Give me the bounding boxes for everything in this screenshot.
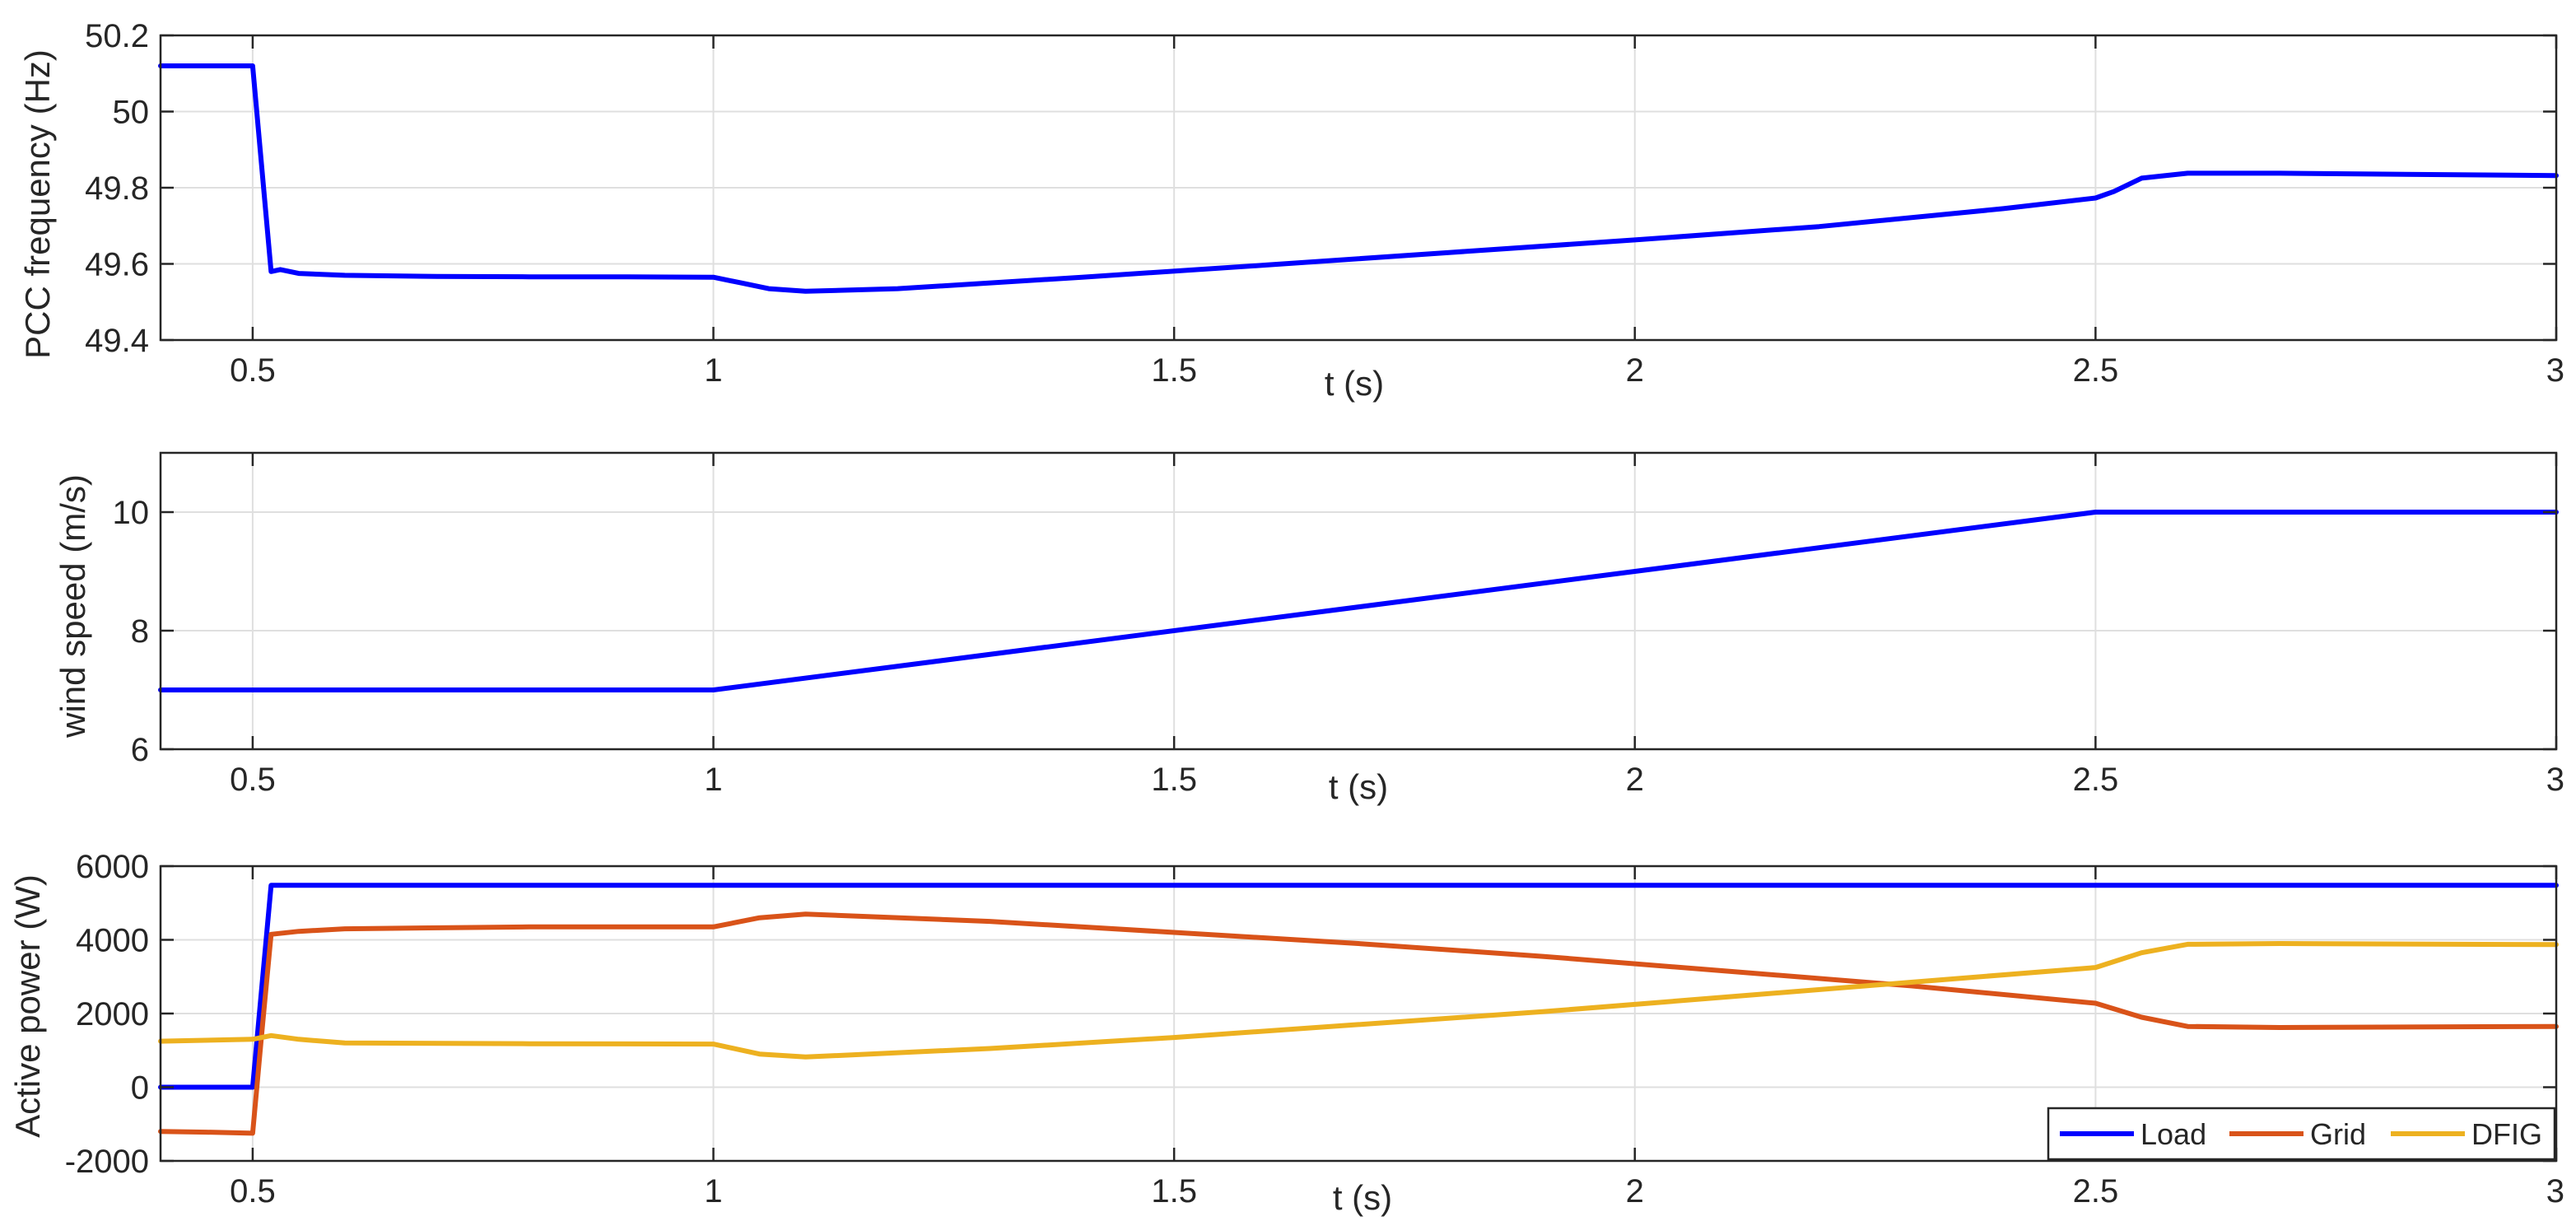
- wind-speed-series-line: [158, 510, 2559, 692]
- frequency-y-tick-label: 49.6: [85, 247, 149, 283]
- power-y-tick-label: 2000: [76, 996, 149, 1032]
- power-series-dfig: [158, 941, 2559, 1060]
- wind-speed-plot-frame: [159, 451, 2558, 751]
- power-y-tick-label: 0: [131, 1070, 149, 1107]
- wind-speed-x-axis-label: t (s): [1329, 767, 1388, 806]
- frequency-x-tick-label: 0.5: [230, 352, 276, 389]
- wind-speed-x-tick-label: 1: [704, 762, 722, 798]
- power-x-tick-label: 1: [704, 1173, 722, 1209]
- frequency-axes: 0.5 1 1.5 2 2.5 3 49.4 49.6 49.8 50 50.2 PCC freque…: [18, 18, 2564, 403]
- frequency-series-line: [158, 63, 2559, 294]
- frequency-y-axis-label: PCC frequency (Hz): [18, 49, 57, 359]
- legend-label-dfig: DFIG: [2471, 1117, 2542, 1151]
- power-x-tick-label: 0.5: [230, 1173, 276, 1209]
- frequency-y-tick-label: 50: [113, 95, 150, 131]
- wind-speed-y-tick-label: 10: [113, 495, 150, 531]
- active-power-x-axis-label: t (s): [1333, 1178, 1392, 1217]
- active-power-axes: 0.5 1 1.5 2 2.5 3 -2000 0 2000 4000 6000 Load Grid DF…: [8, 849, 2564, 1217]
- wind-speed-y-tick-label: 8: [131, 613, 149, 650]
- wind-speed-x-tick-label: 0.5: [230, 762, 276, 798]
- frequency-x-tick-label: 2.5: [2073, 352, 2119, 389]
- power-series-grid: [158, 911, 2559, 1136]
- wind-speed-x-tick-label: 1.5: [1151, 762, 1197, 798]
- frequency-x-axis-label: t (s): [1325, 364, 1384, 403]
- power-x-tick-label: 3: [2546, 1173, 2564, 1209]
- wind-speed-x-tick-label: 2: [1626, 762, 1644, 798]
- active-power-y-axis-label: Active power (W): [8, 874, 47, 1138]
- power-y-tick-label: 6000: [76, 849, 149, 885]
- wind-speed-y-axis-label: wind speed (m/s): [54, 474, 92, 739]
- power-x-tick-label: 2.5: [2073, 1173, 2119, 1209]
- wind-speed-x-tick-label: 2.5: [2073, 762, 2119, 798]
- power-x-tick-label: 1.5: [1151, 1173, 1197, 1209]
- power-y-tick-label: 4000: [76, 923, 149, 959]
- frequency-grid: [161, 35, 2557, 341]
- legend-label-load: Load: [2140, 1117, 2206, 1151]
- power-y-tick-label: -2000: [65, 1144, 149, 1180]
- frequency-x-tick-label: 1: [704, 352, 722, 389]
- frequency-y-tick-label: 49.8: [85, 170, 149, 207]
- wind-speed-grid: [161, 453, 2557, 750]
- legend-label-grid: Grid: [2310, 1117, 2366, 1151]
- wind-speed-axes: 0.5 1 1.5 2 2.5 3 6 8 10 wind speed (m/s) t (s): [54, 451, 2564, 806]
- frequency-y-tick-label: 49.4: [85, 323, 149, 359]
- frequency-y-tick-label: 50.2: [85, 18, 149, 54]
- power-legend: Load Grid DFIG: [2047, 1107, 2556, 1161]
- wind-speed-y-tick-label: 6: [131, 732, 149, 768]
- power-x-tick-label: 2: [1626, 1173, 1644, 1209]
- power-series-load: [158, 883, 2559, 1090]
- frequency-x-tick-label: 2: [1626, 352, 1644, 389]
- frequency-x-tick-label: 3: [2546, 352, 2564, 389]
- frequency-x-tick-label: 1.5: [1151, 352, 1197, 389]
- wind-speed-x-tick-label: 3: [2546, 762, 2564, 798]
